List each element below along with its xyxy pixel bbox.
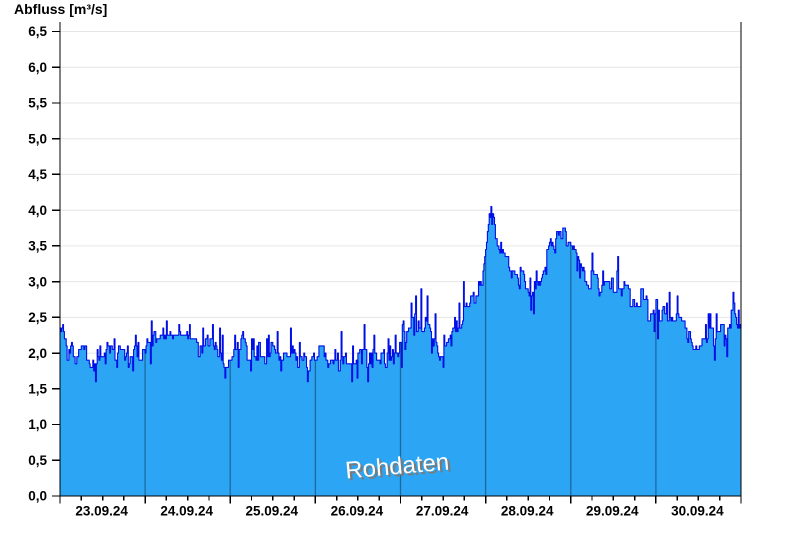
svg-text:30.09.24: 30.09.24 (671, 504, 724, 519)
svg-text:23.09.24: 23.09.24 (75, 504, 128, 519)
svg-text:26.09.24: 26.09.24 (331, 504, 384, 519)
svg-text:4,5: 4,5 (28, 167, 47, 182)
svg-text:4,0: 4,0 (28, 203, 47, 218)
svg-text:5,0: 5,0 (28, 131, 47, 146)
svg-text:3,5: 3,5 (28, 239, 47, 254)
svg-text:5,5: 5,5 (28, 96, 47, 111)
svg-text:27.09.24: 27.09.24 (416, 504, 469, 519)
svg-text:1,5: 1,5 (28, 382, 47, 397)
svg-text:6,5: 6,5 (28, 24, 47, 39)
svg-text:6,0: 6,0 (28, 60, 47, 75)
svg-text:0,5: 0,5 (28, 453, 47, 468)
svg-text:25.09.24: 25.09.24 (246, 504, 299, 519)
svg-text:2,0: 2,0 (28, 346, 47, 361)
svg-text:24.09.24: 24.09.24 (160, 504, 213, 519)
svg-text:0,0: 0,0 (28, 489, 47, 504)
svg-text:28.09.24: 28.09.24 (501, 504, 554, 519)
svg-text:3,0: 3,0 (28, 274, 47, 289)
svg-text:2,5: 2,5 (28, 310, 47, 325)
svg-text:29.09.24: 29.09.24 (586, 504, 639, 519)
svg-text:Abfluss [m³/s]: Abfluss [m³/s] (14, 1, 107, 17)
svg-text:1,0: 1,0 (28, 417, 47, 432)
